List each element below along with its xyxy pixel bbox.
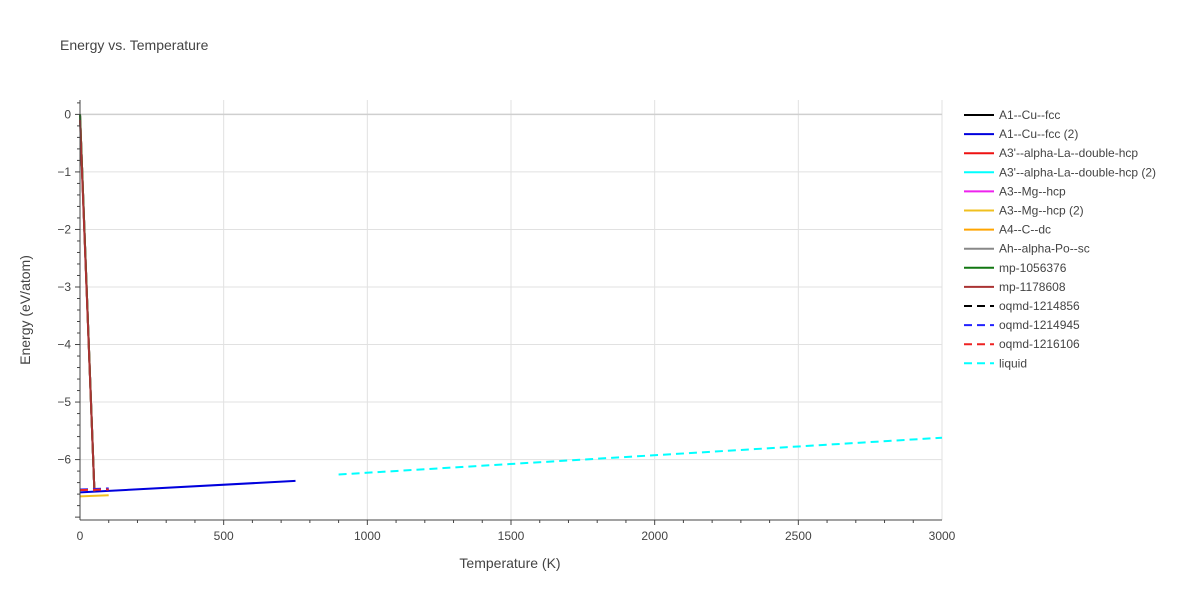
y-tick-label: 0 (64, 107, 71, 121)
y-tick-label: −6 (57, 453, 71, 467)
legend-item-a3-mg-hcp-2[interactable]: A3--Mg--hcp (2) (964, 204, 1084, 218)
legend-item-oqmd-1214945[interactable]: oqmd-1214945 (964, 318, 1080, 332)
legend-item-oqmd-1214856[interactable]: oqmd-1214856 (964, 299, 1080, 313)
axes: 0 500 1000 1500 2000 2500 3000 0 −1 −2 −3 −4 −5 −6 (57, 100, 956, 543)
grid-lines (80, 100, 943, 520)
series-line-liquid (338, 436, 943, 476)
legend-item-mp-1056376[interactable]: mp-1056376 (964, 261, 1067, 275)
legend-label: liquid (999, 356, 1027, 370)
x-axis-title: Temperature (K) (459, 555, 560, 571)
chart-title: Energy vs. Temperature (60, 37, 209, 53)
legend-item-liquid[interactable]: liquid (964, 356, 1027, 370)
legend-label: A3--Mg--hcp (2) (999, 204, 1084, 218)
legend-item-mp-1178608[interactable]: mp-1178608 (964, 280, 1066, 294)
series-line-oqmd-1216106 (79, 488, 109, 492)
x-tick-label: 1500 (498, 529, 525, 543)
x-tick-label: 3000 (929, 529, 956, 543)
legend-item-a3-alpha-la-double-hcp[interactable]: A3'--alpha-La--double-hcp (964, 146, 1138, 160)
y-axis-title: Energy (eV/atom) (17, 255, 33, 365)
legend-label: A3--Mg--hcp (999, 184, 1066, 198)
y-tick-label: −1 (57, 165, 71, 179)
series-lines (79, 114, 943, 498)
x-tick-label: 2000 (641, 529, 668, 543)
legend-label: mp-1178608 (999, 280, 1066, 294)
legend-label: oqmd-1214945 (999, 318, 1080, 332)
legend-label: A1--Cu--fcc (999, 108, 1060, 122)
x-tick-label: 1000 (354, 529, 381, 543)
y-tick-label: −2 (57, 222, 71, 236)
x-tick-label: 0 (77, 529, 84, 543)
legend-label: A3'--alpha-La--double-hcp (2) (999, 165, 1156, 179)
legend-label: A3'--alpha-La--double-hcp (999, 146, 1138, 160)
legend-item-a3-alpha-la-double-hcp-2[interactable]: A3'--alpha-La--double-hcp (2) (964, 165, 1156, 179)
legend-item-a4-c-dc[interactable]: A4--C--dc (964, 223, 1051, 237)
y-tick-label: −5 (57, 395, 71, 409)
legend-label: oqmd-1216106 (999, 337, 1080, 351)
legend-item-a3-mg-hcp[interactable]: A3--Mg--hcp (964, 184, 1066, 198)
legend-label: A1--Cu--fcc (2) (999, 127, 1078, 141)
y-tick-label: −3 (57, 280, 71, 294)
legend-item-a1-cu-fcc-2[interactable]: A1--Cu--fcc (2) (964, 127, 1078, 141)
series-line-a1-cu-fcc-2 (79, 479, 296, 494)
series-line-mp-1178608 (79, 120, 96, 492)
legend-label: oqmd-1214856 (999, 299, 1080, 313)
legend-item-oqmd-1216106[interactable]: oqmd-1216106 (964, 337, 1080, 351)
series-line-a3-mg-hcp-2 (79, 494, 109, 498)
legend-label: mp-1056376 (999, 261, 1067, 275)
legend-item-a1-cu-fcc[interactable]: A1--Cu--fcc (964, 108, 1060, 122)
y-tick-label: −4 (57, 338, 71, 352)
x-tick-label: 500 (214, 529, 234, 543)
legend[interactable]: A1--Cu--fcc A1--Cu--fcc (2) A3'--alpha-La-… (964, 108, 1156, 370)
legend-label: A4--C--dc (999, 223, 1051, 237)
x-tick-label: 2500 (785, 529, 812, 543)
legend-label: Ah--alpha-Po--sc (999, 242, 1090, 256)
legend-item-ah-alpha-po-sc[interactable]: Ah--alpha-Po--sc (964, 242, 1090, 256)
